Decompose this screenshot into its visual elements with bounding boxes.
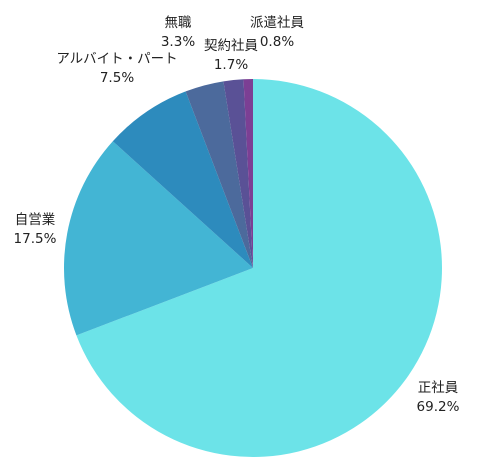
slice-value-seishain: 69.2% [417,399,460,415]
pie-slices [63,79,442,457]
slice-label-seishain: 正社員 [418,380,459,396]
pie-slice-seishain [76,79,442,457]
pie-slice-haken-shain [243,79,253,268]
pie-slice-keiyaku-shain [223,79,253,269]
slice-label-jieigyo: 自営業 [15,212,56,228]
slice-value-jieigyo: 17.5% [14,231,57,247]
slice-value-arubaito-paato: 7.5% [100,70,134,86]
pie-slice-mushoku [185,81,253,268]
slice-value-mushoku: 3.3% [161,34,195,50]
slice-label-haken-shain: 派遣社員 [250,15,304,31]
pie-slice-jieigyo [63,141,253,336]
slice-label-keiyaku-shain: 契約社員 [204,38,258,54]
slice-value-haken-shain: 0.8% [260,34,294,50]
pie-labels: 正社員 69.2% 自営業 17.5% アルバイト・パート 7.5% 無職 3.3% 契約社員 1… [14,15,460,415]
slice-value-keiyaku-shain: 1.7% [214,57,248,73]
slice-label-arubaito-paato: アルバイト・パート [56,51,177,67]
slice-label-mushoku: 無職 [165,15,192,31]
pie-slice-arubaito-paato [112,91,253,268]
